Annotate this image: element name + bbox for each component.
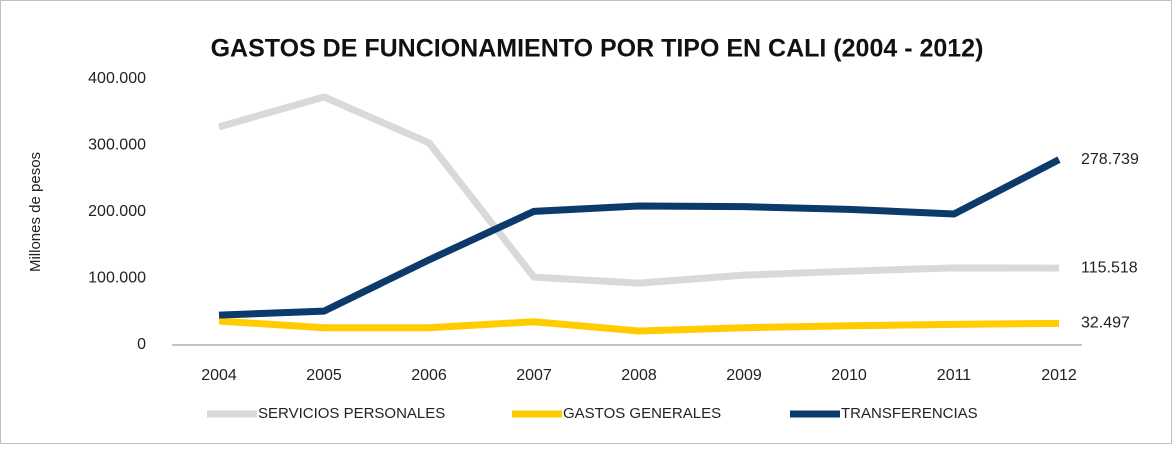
data-label: 278.739 [1081, 151, 1139, 168]
y-tick-label: 400.000 [88, 70, 146, 87]
y-tick-label: 0 [137, 336, 146, 353]
legend-label: SERVICIOS PERSONALES [258, 405, 445, 422]
legend-label: GASTOS GENERALES [563, 405, 721, 422]
x-tick-label: 2008 [621, 367, 657, 384]
y-axis-label: Millones de pesos [27, 152, 44, 272]
series-line [218, 317, 1060, 335]
x-tick-label: 2010 [831, 367, 867, 384]
y-tick-label: 100.000 [88, 270, 146, 287]
x-tick-label: 2009 [726, 367, 762, 384]
y-tick-label: 200.000 [88, 203, 146, 220]
legend-label: TRANSFERENCIAS [841, 405, 978, 422]
series-line [218, 156, 1061, 319]
x-tick-label: 2007 [516, 367, 552, 384]
x-tick-label: 2012 [1041, 367, 1077, 384]
x-tick-label: 2005 [306, 367, 342, 384]
x-tick-label: 2011 [937, 367, 972, 384]
x-tick-label: 2006 [411, 367, 447, 384]
series-line [218, 93, 1060, 287]
data-label: 32.497 [1081, 315, 1130, 332]
chart-title: GASTOS DE FUNCIONAMIENTO POR TIPO EN CAL… [211, 35, 984, 63]
data-label: 115.518 [1081, 259, 1138, 276]
x-tick-label: 2004 [201, 367, 237, 384]
y-tick-label: 300.000 [88, 137, 146, 154]
